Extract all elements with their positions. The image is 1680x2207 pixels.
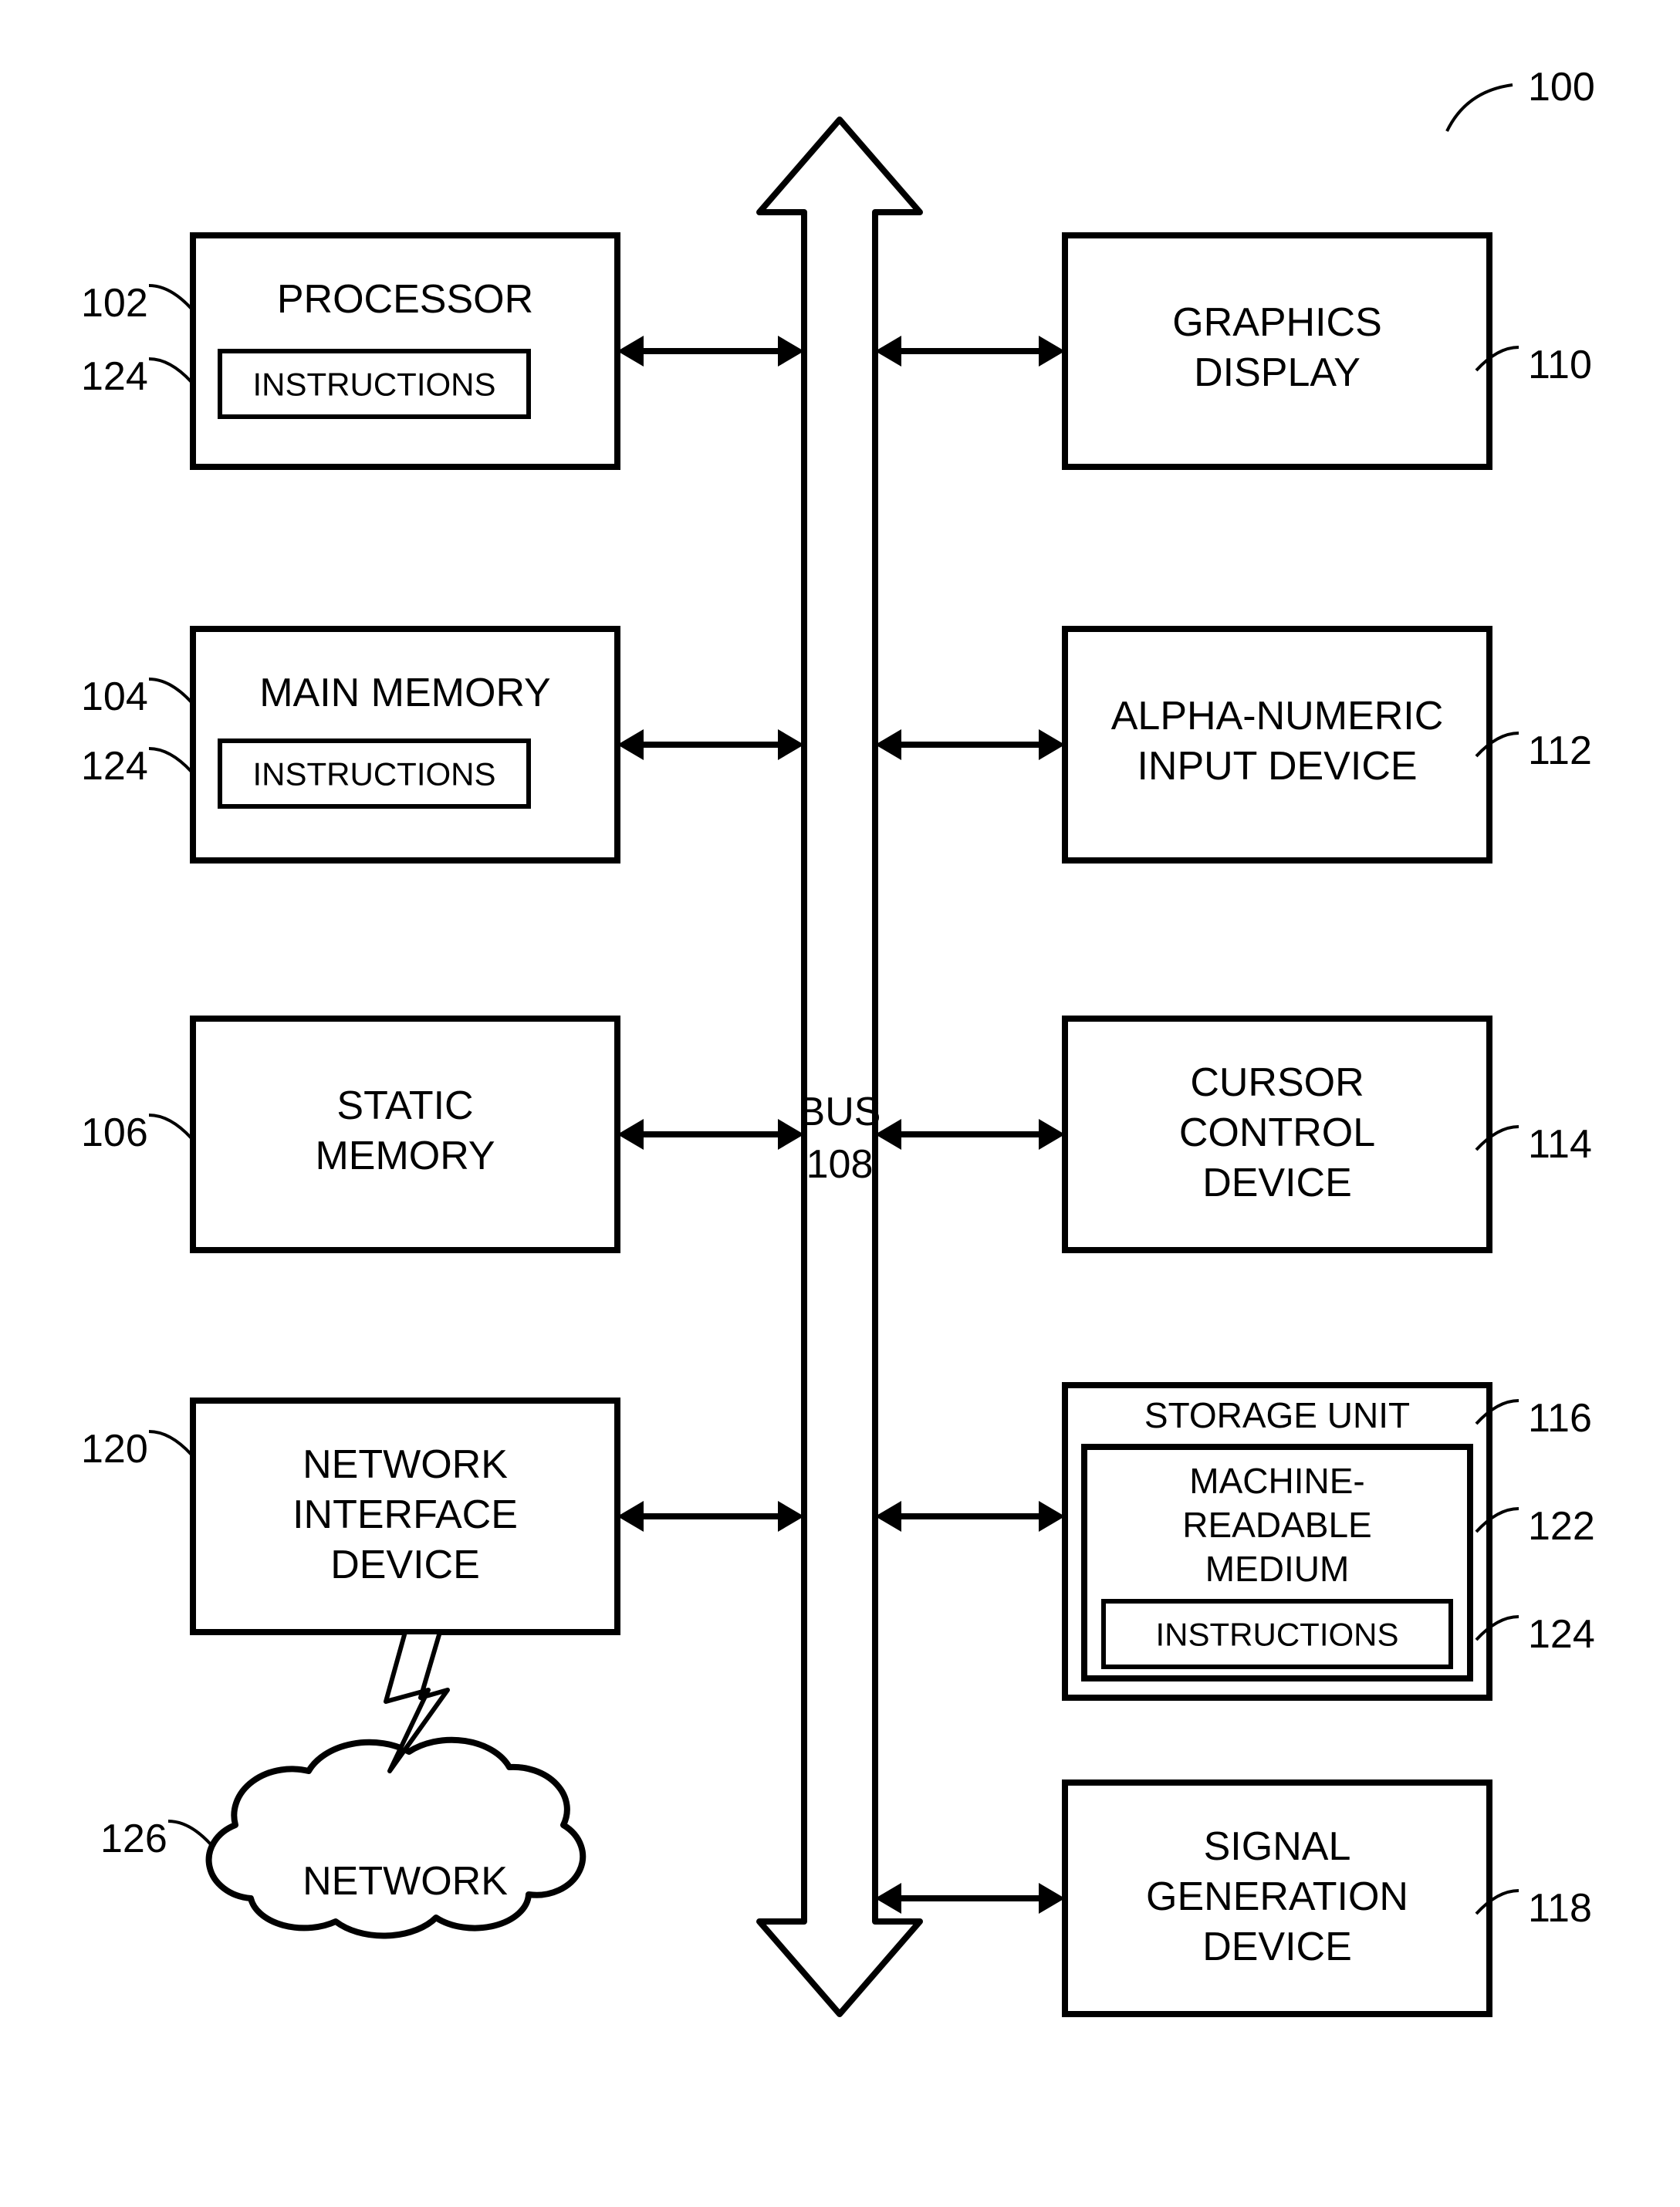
ref-106: 106 <box>81 1110 148 1155</box>
network-interface-label-0: NETWORK <box>303 1442 508 1487</box>
computer-system-diagram: BUS 108 PROCESSOR INSTRUCTIONS 102 124 MAIN ME… <box>0 0 1680 2207</box>
ref-118: 118 <box>1528 1886 1592 1931</box>
storage-unit-inner-label-2: MEDIUM <box>1205 1549 1350 1589</box>
ref-112: 112 <box>1528 728 1592 773</box>
storage-unit-inner-instructions: INSTRUCTIONS <box>1156 1617 1399 1653</box>
processor-box: PROCESSOR INSTRUCTIONS <box>193 235 617 467</box>
ref-124: 124 <box>81 354 148 399</box>
main-memory-instructions: INSTRUCTIONS <box>253 756 496 793</box>
static-memory-label-0: STATIC <box>336 1083 473 1128</box>
cursor-control-label-0: CURSOR <box>1190 1060 1364 1105</box>
storage-unit-box: STORAGE UNIT MACHINE-READABLEMEDIUM INSTRU… <box>1065 1385 1489 1698</box>
alpha-numeric-box: ALPHA-NUMERIC INPUT DEVICE <box>1065 629 1489 860</box>
network-interface-label-1: INTERFACE <box>292 1492 518 1537</box>
network-interface-box: NETWORK INTERFACE DEVICE <box>193 1401 617 1632</box>
ref-102: 102 <box>81 281 148 326</box>
signal-generation-label-2: DEVICE <box>1202 1925 1352 1969</box>
cursor-control-label-1: CONTROL <box>1179 1110 1375 1155</box>
cursor-control-label-2: DEVICE <box>1202 1161 1352 1205</box>
network-label: NETWORK <box>303 1859 508 1904</box>
signal-generation-label-1: GENERATION <box>1146 1874 1408 1919</box>
static-memory-label-1: MEMORY <box>315 1134 495 1178</box>
signal-generation-box: SIGNAL GENERATION DEVICE <box>1065 1783 1489 2014</box>
ref-126: 126 <box>100 1817 167 1861</box>
ref-100: 100 <box>1528 65 1595 110</box>
graphics-display-label-0: GRAPHICS <box>1172 300 1382 345</box>
main-memory-box: MAIN MEMORY INSTRUCTIONS <box>193 629 617 860</box>
static-memory-box: STATIC MEMORY <box>193 1019 617 1250</box>
storage-unit-title: STORAGE UNIT <box>1144 1395 1410 1435</box>
signal-generation-label-0: SIGNAL <box>1204 1824 1351 1869</box>
ref-116: 116 <box>1528 1396 1592 1441</box>
ref-122: 122 <box>1528 1504 1595 1549</box>
alpha-numeric-label-0: ALPHA-NUMERIC <box>1111 694 1444 738</box>
alpha-numeric-label-1: INPUT DEVICE <box>1137 744 1417 789</box>
storage-unit-inner-label-0: MACHINE- <box>1189 1461 1364 1501</box>
ref-114: 114 <box>1528 1122 1592 1167</box>
ref-104: 104 <box>81 674 148 719</box>
ref-124: 124 <box>81 744 148 789</box>
ref-124: 124 <box>1528 1612 1595 1657</box>
ref-110: 110 <box>1528 343 1592 387</box>
main-memory-label-0: MAIN MEMORY <box>259 671 551 715</box>
bus-label-top: BUS <box>799 1090 881 1134</box>
ref-120: 120 <box>81 1427 148 1472</box>
network-interface-label-2: DEVICE <box>330 1543 480 1587</box>
processor-label-0: PROCESSOR <box>277 277 533 322</box>
processor-instructions: INSTRUCTIONS <box>253 367 496 403</box>
storage-unit-inner-label-1: READABLE <box>1182 1505 1371 1545</box>
cursor-control-box: CURSOR CONTROL DEVICE <box>1065 1019 1489 1250</box>
bus-label-bottom: 108 <box>806 1142 874 1187</box>
graphics-display-box: GRAPHICS DISPLAY <box>1065 235 1489 467</box>
graphics-display-label-1: DISPLAY <box>1194 350 1361 395</box>
